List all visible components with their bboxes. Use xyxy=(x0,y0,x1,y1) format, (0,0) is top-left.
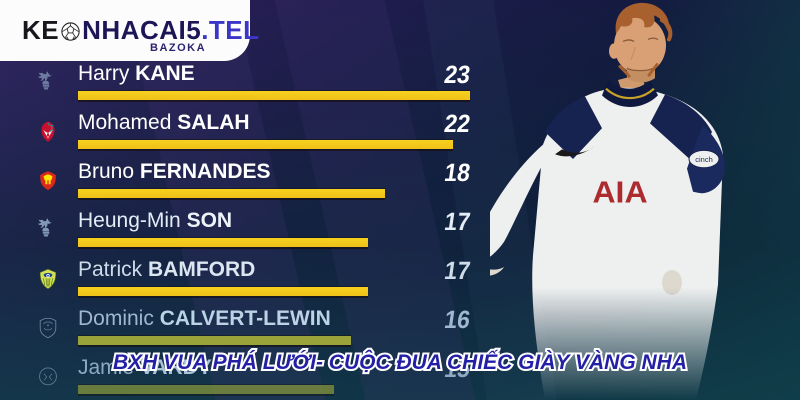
svg-text:cinch: cinch xyxy=(695,155,713,164)
svg-text:AIA: AIA xyxy=(592,175,647,209)
